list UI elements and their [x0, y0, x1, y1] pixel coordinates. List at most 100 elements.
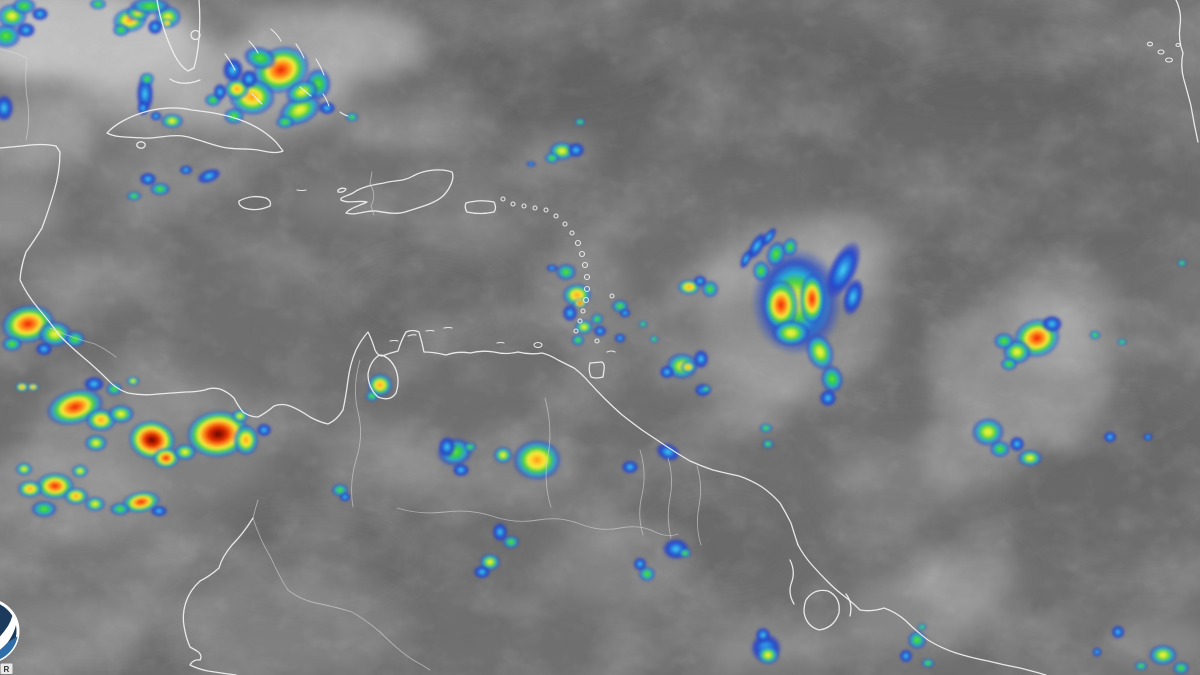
- island-antilles-5: [543, 207, 549, 213]
- island-cayman: [296, 189, 307, 192]
- coastline-isle-of-youth: [136, 141, 146, 149]
- storm-cell-ne11: [755, 627, 771, 643]
- storm-cell-ma4: [574, 118, 586, 126]
- noaa-logo-swoosh-icon: [0, 604, 17, 662]
- island-bahama-bank-8: [322, 93, 330, 107]
- storm-cell-fl8: [89, 0, 107, 10]
- storm-cell-ne7: [759, 423, 773, 433]
- storm-cell-an9: [593, 325, 607, 337]
- island-cape-verde-3: [1164, 57, 1174, 63]
- storm-cell-br5: [1134, 661, 1148, 671]
- coastline-mainland-centam-southam: [0, 143, 799, 546]
- storm-cell-bh8: [222, 57, 244, 83]
- storm-cell-ca4: [35, 342, 53, 356]
- storm-cell-or7: [614, 333, 626, 343]
- venezuela-guyana-border: [544, 397, 552, 508]
- storm-cell-fl7: [112, 23, 130, 37]
- storm-cell-cu2: [150, 111, 162, 121]
- storm-cell-ne8: [762, 439, 774, 449]
- storm-cell-or9: [638, 320, 648, 328]
- storm-cell-ca22: [84, 496, 106, 512]
- storm-cell-stE: [771, 319, 811, 347]
- storm-cell-rd11: [1089, 330, 1101, 340]
- storm-cell-ca11: [105, 382, 123, 396]
- island-tortuga: [496, 341, 505, 344]
- storm-cell-or6: [701, 385, 711, 393]
- storm-cell-stG: [819, 364, 845, 394]
- storm-cell-or8: [649, 335, 659, 343]
- storm-cell-ca23: [30, 500, 58, 518]
- guyana-suriname-border: [639, 449, 645, 536]
- storm-cell-ca2: [37, 320, 73, 348]
- coastline-florida: [156, 0, 201, 72]
- storm-cell-an10: [571, 334, 585, 346]
- coastline-florida-keys: [169, 78, 201, 84]
- storm-cell-ne4: [678, 548, 692, 558]
- storm-cell-tl3: [11, 0, 37, 15]
- coastline-hispaniola: [340, 169, 454, 215]
- coastline-amazon-channel-1: [789, 559, 795, 605]
- storm-cell-cu1: [160, 113, 184, 129]
- storm-cell-bh7: [242, 45, 278, 71]
- storm-cell-br1: [1148, 644, 1178, 666]
- storm-cell-sc2: [149, 182, 171, 196]
- island-antilles-7: [562, 221, 568, 227]
- storm-cell-ca14: [152, 447, 180, 469]
- storm-cell-br3: [1111, 625, 1125, 639]
- storm-cell-bh13: [275, 115, 295, 129]
- storm-cell-rd4: [1000, 357, 1018, 371]
- storm-cell-sc5: [126, 191, 142, 201]
- storm-cell-ne1: [621, 460, 639, 474]
- border-layer: [0, 48, 702, 671]
- storm-cell-bh10: [318, 101, 336, 115]
- storm-cell-stC: [763, 279, 799, 331]
- storm-cell-an7: [546, 264, 558, 272]
- storm-cell-ne15: [917, 623, 927, 631]
- storm-cell-stD: [799, 273, 825, 325]
- storm-cell-ca16: [233, 424, 259, 456]
- suriname-frguiana-border: [667, 457, 673, 539]
- storm-cell-ea3: [693, 275, 707, 287]
- storm-cell-ca26: [121, 490, 161, 514]
- storm-cell-tl6: [31, 7, 49, 21]
- storm-cell-stI: [824, 240, 862, 300]
- storm-cell-ma5: [526, 161, 536, 167]
- frguiana-brazil-border: [696, 465, 702, 546]
- storm-cell-or3: [693, 349, 709, 369]
- island-grenada: [594, 338, 600, 344]
- storm-cell-sc4: [179, 165, 193, 175]
- coastline-trinidad: [588, 361, 605, 379]
- storm-cell-stJ: [842, 277, 864, 317]
- storm-cell-ve11: [502, 535, 520, 549]
- coastline-lake-okeechobee: [190, 29, 201, 41]
- island-curacao: [407, 334, 417, 337]
- colombia-venezuela-border: [351, 359, 361, 508]
- storm-cell-bh12: [345, 112, 359, 122]
- storm-cell-br4: [1092, 647, 1102, 657]
- island-antilles-10: [578, 250, 586, 258]
- storm-cell-ne13: [899, 649, 913, 663]
- storm-cell-ma2: [567, 142, 585, 158]
- storm-cell-rd13: [1177, 259, 1187, 267]
- island-margarita: [533, 341, 543, 349]
- island-cape-verde-1: [1146, 41, 1154, 47]
- island-antilles-13: [583, 285, 591, 293]
- storm-cell-ca10: [83, 376, 105, 392]
- storm-cell-ne12: [907, 630, 927, 650]
- storm-cell-stN: [765, 240, 787, 268]
- storm-cell-sc1: [196, 168, 222, 184]
- storm-cell-ca28: [150, 505, 168, 517]
- island-bahama-bank-7: [299, 86, 312, 97]
- island-antilles-9: [574, 239, 582, 247]
- storm-cell-an5: [590, 313, 604, 325]
- island-antilles-2: [510, 201, 516, 207]
- coastline-amazon-coast: [797, 544, 1047, 675]
- storm-cell-ca7: [27, 383, 39, 391]
- coastline-jamaica: [238, 195, 272, 211]
- storm-cell-ca27: [109, 502, 131, 516]
- island-bahama-bank-1: [224, 53, 236, 71]
- island-aruba: [389, 339, 399, 342]
- storm-cell-or2: [680, 361, 696, 373]
